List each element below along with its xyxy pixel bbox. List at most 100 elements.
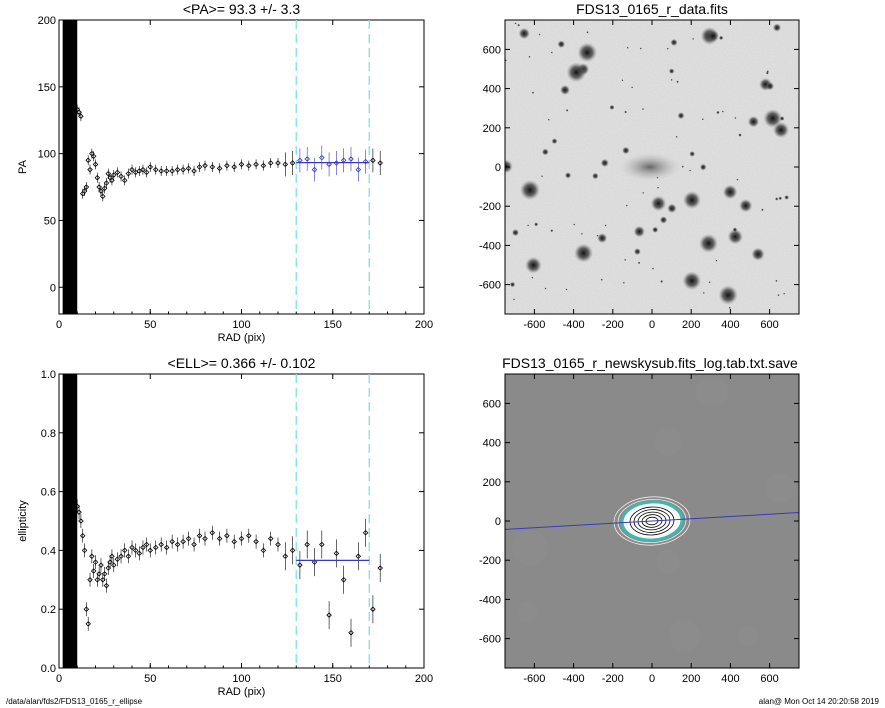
star-source bbox=[772, 23, 782, 32]
data-point bbox=[282, 161, 289, 168]
data-point bbox=[132, 169, 139, 176]
data-point bbox=[118, 173, 124, 180]
model-image bbox=[505, 374, 799, 668]
star-source bbox=[534, 222, 539, 227]
major-axis-line bbox=[505, 512, 799, 530]
data-point bbox=[191, 541, 197, 548]
data-point bbox=[81, 188, 88, 194]
star-source bbox=[557, 40, 566, 48]
data-point bbox=[333, 550, 340, 557]
data-point bbox=[143, 169, 150, 176]
data-point bbox=[174, 541, 181, 548]
star-source bbox=[681, 165, 684, 168]
data-point bbox=[185, 535, 192, 542]
data-point bbox=[362, 529, 369, 536]
star-source bbox=[722, 184, 738, 200]
data-point bbox=[370, 157, 376, 164]
y-tick-label: 1.0 bbox=[41, 369, 56, 381]
data-point bbox=[267, 160, 274, 166]
data-point bbox=[90, 153, 97, 160]
data-point bbox=[147, 164, 154, 170]
data-point bbox=[348, 156, 354, 162]
y-tick-label: -400 bbox=[479, 594, 501, 606]
star-source bbox=[621, 79, 624, 82]
data-point bbox=[87, 166, 93, 173]
x-tick-label: 0 bbox=[649, 673, 655, 685]
x-tick-label: 200 bbox=[415, 673, 433, 685]
star-source bbox=[747, 115, 760, 128]
star-source bbox=[736, 178, 739, 181]
data-point bbox=[196, 532, 203, 539]
y-tick-label: -600 bbox=[479, 280, 501, 292]
y-tick-label: 0.6 bbox=[41, 487, 56, 499]
data-point bbox=[132, 547, 139, 554]
y-tick-label: 200 bbox=[483, 477, 501, 489]
ellipticity-plot: <ELL>= 0.366 +/- 0.102 0 50 100 150 200 0.0 0.2… bbox=[17, 355, 433, 698]
y-tick-label: 400 bbox=[483, 84, 501, 96]
star-source bbox=[727, 229, 743, 245]
y-tick-label: -200 bbox=[479, 555, 501, 567]
data-point bbox=[100, 577, 106, 583]
y-tick-label: 150 bbox=[38, 82, 56, 94]
star-source bbox=[531, 276, 534, 279]
source-mask bbox=[696, 376, 728, 408]
star-source bbox=[652, 226, 659, 233]
data-point bbox=[319, 154, 325, 161]
data-point bbox=[246, 162, 252, 169]
model-image-panel: FDS13_0165_r_newskysub.fits_log.tab.txt.… bbox=[479, 355, 800, 685]
data-point bbox=[231, 164, 237, 170]
data-point bbox=[92, 161, 99, 168]
data-point bbox=[140, 166, 146, 173]
x-tick-label: 150 bbox=[324, 673, 342, 685]
data-point bbox=[348, 629, 354, 636]
star-source bbox=[677, 112, 685, 120]
x-tick-label: -600 bbox=[523, 319, 545, 331]
star-source bbox=[531, 91, 535, 94]
star-source bbox=[738, 133, 742, 137]
x-axis-label: RAD (pix) bbox=[218, 686, 266, 698]
star-source bbox=[718, 35, 724, 41]
data-point bbox=[362, 158, 369, 165]
data-point bbox=[158, 541, 164, 548]
x-tick-label: -400 bbox=[563, 319, 585, 331]
plot-title: <ELL>= 0.366 +/- 0.102 bbox=[168, 355, 316, 371]
data-point bbox=[180, 166, 186, 173]
data-point bbox=[103, 582, 110, 589]
star-source bbox=[676, 80, 679, 84]
star-source bbox=[642, 191, 645, 194]
x-tick-label: 200 bbox=[682, 319, 700, 331]
star-source bbox=[778, 196, 783, 201]
y-tick-label: 0 bbox=[50, 282, 56, 294]
data-point bbox=[319, 541, 325, 548]
star-source bbox=[517, 23, 521, 27]
data-point bbox=[79, 532, 86, 539]
data-point bbox=[101, 185, 108, 192]
star-source bbox=[550, 229, 554, 233]
star-source bbox=[699, 163, 707, 171]
data-point bbox=[311, 559, 318, 565]
data-point bbox=[125, 170, 132, 177]
data-point bbox=[355, 166, 362, 173]
data-image-panel: FDS13_0165_r_data.fits -600 -400 -200 0 200 4… bbox=[479, 1, 800, 331]
source-mask bbox=[654, 428, 682, 456]
data-point bbox=[216, 165, 223, 172]
data-point bbox=[89, 553, 95, 560]
star-source bbox=[514, 22, 517, 25]
data-point bbox=[238, 535, 245, 542]
x-tick-label: 50 bbox=[144, 319, 156, 331]
y-tick-label: 0 bbox=[495, 162, 501, 174]
star-source bbox=[625, 204, 628, 207]
star-source bbox=[586, 31, 589, 34]
data-point bbox=[311, 166, 318, 173]
star-source bbox=[721, 110, 724, 113]
star-source bbox=[597, 233, 608, 244]
star-source bbox=[511, 229, 520, 237]
x-tick-label: 400 bbox=[721, 319, 739, 331]
data-point bbox=[85, 621, 91, 627]
star-source bbox=[708, 281, 711, 284]
data-point bbox=[169, 538, 175, 545]
star-source bbox=[689, 151, 696, 157]
data-point bbox=[202, 162, 208, 169]
data-point bbox=[121, 547, 128, 554]
x-tick-label: 600 bbox=[760, 319, 778, 331]
